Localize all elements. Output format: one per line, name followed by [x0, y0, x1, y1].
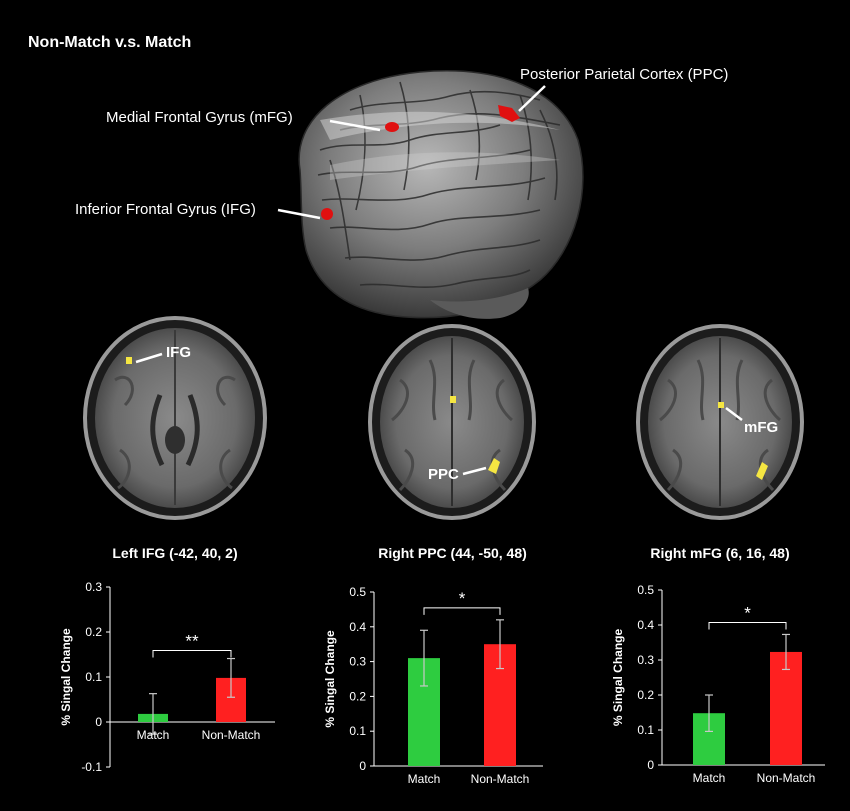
- slice-ppc: [368, 324, 536, 520]
- slice-label-mfg: mFG: [744, 419, 779, 436]
- significance-stars: *: [459, 589, 466, 608]
- figure-title: Non-Match v.s. Match: [28, 34, 192, 51]
- x-tick-label: Non-Match: [202, 728, 261, 742]
- chart-title-ifg: Left IFG (-42, 40, 2): [112, 545, 238, 561]
- significance-bracket: [708, 621, 787, 630]
- slice-mfg: [636, 324, 804, 520]
- label-ppc: Posterior Parietal Cortex (PPC): [520, 66, 729, 83]
- brain-3d-render: [277, 70, 584, 319]
- x-tick-label: Non-Match: [757, 771, 816, 785]
- x-tick-label: Match: [408, 772, 441, 786]
- y-tick-label: 0.2: [637, 688, 654, 702]
- label-ifg: Inferior Frontal Gyrus (IFG): [75, 201, 256, 218]
- ppc-activation: [498, 105, 520, 122]
- x-tick-label: Match: [137, 728, 170, 742]
- slice-label-ifg: IFG: [166, 344, 191, 361]
- y-tick-label: 0.2: [349, 689, 366, 703]
- ifg-activation: [321, 208, 333, 220]
- y-tick-label: 0: [95, 715, 102, 729]
- slice-label-ppc: PPC: [428, 466, 459, 483]
- y-tick-label: -0.1: [81, 760, 102, 774]
- y-axis-label: % Singal Change: [59, 628, 73, 726]
- x-tick-label: Non-Match: [471, 772, 530, 786]
- chart-title-mfg: Right mFG (6, 16, 48): [650, 545, 790, 561]
- ppc-slice-activation: [488, 458, 500, 474]
- y-tick-label: 0.3: [637, 653, 654, 667]
- mfg-slice-activation: [718, 402, 724, 408]
- y-tick-label: 0.4: [637, 618, 654, 632]
- significance-stars: *: [744, 603, 751, 622]
- y-tick-label: 0.4: [349, 620, 366, 634]
- y-tick-label: 0.5: [349, 585, 366, 599]
- y-tick-label: 0.3: [349, 655, 366, 669]
- y-tick-label: 0: [359, 759, 366, 773]
- ifg-slice-activation: [126, 357, 132, 364]
- significance-stars: **: [185, 632, 199, 651]
- slice-ifg: [83, 316, 267, 520]
- y-tick-label: 0.1: [637, 723, 654, 737]
- y-axis-label: % Singal Change: [323, 630, 337, 728]
- y-axis-label: % Singal Change: [611, 629, 625, 727]
- significance-bracket: [423, 607, 501, 615]
- significance-bracket: [152, 650, 232, 658]
- label-mfg: Medial Frontal Gyrus (mFG): [106, 109, 293, 126]
- y-tick-label: 0.3: [85, 580, 102, 594]
- y-tick-label: 0.5: [637, 583, 654, 597]
- x-tick-label: Match: [693, 771, 726, 785]
- y-tick-label: 0.1: [85, 670, 102, 684]
- y-tick-label: 0.2: [85, 625, 102, 639]
- chart-title-ppc: Right PPC (44, -50, 48): [378, 545, 527, 561]
- y-tick-label: 0: [647, 758, 654, 772]
- y-tick-label: 0.1: [349, 724, 366, 738]
- bar-non-match: [770, 651, 802, 765]
- mfg-activation: [385, 122, 399, 132]
